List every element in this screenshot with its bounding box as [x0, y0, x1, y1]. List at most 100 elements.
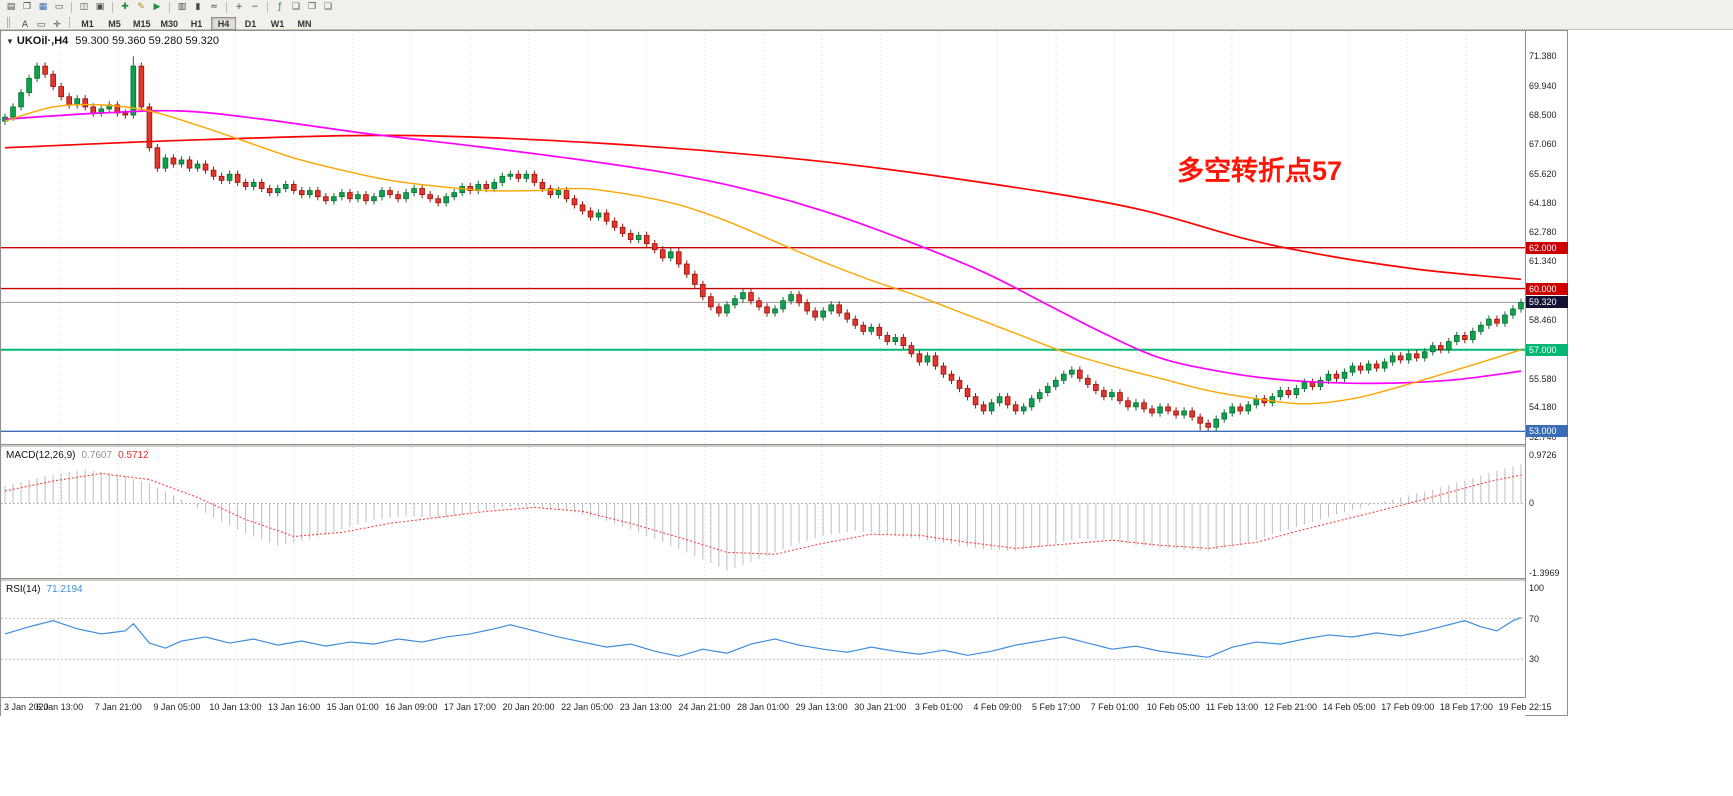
price-scale-label: 62.780	[1529, 226, 1557, 237]
time-axis-label: 15 Jan 01:00	[326, 702, 379, 712]
time-axis-label: 29 Jan 13:00	[795, 702, 848, 712]
time-axis[interactable]: 3 Jan 2020 6 Jan 13:00 7 Jan 21:00 9 Jan 05…	[1, 697, 1552, 716]
metaeditor-icon[interactable]: ✎	[133, 1, 149, 14]
macd-panel[interactable]: MACD(12,26,9) 0.7607 0.5712	[1, 447, 1525, 578]
toolbar-separator	[71, 2, 72, 13]
macd-value-signal: 0.5712	[118, 450, 149, 461]
candlestick-chart-icon[interactable]: ▮	[190, 1, 206, 14]
toolbar-separator	[226, 2, 227, 13]
rsi-value: 71.2194	[46, 584, 83, 595]
time-axis-label: 3 Feb 01:00	[914, 702, 963, 712]
time-axis-label: 20 Jan 20:00	[502, 702, 555, 712]
time-axis-label: 18 Feb 17:00	[1439, 702, 1493, 712]
toolbar-separator	[267, 2, 268, 13]
macd-scale-label: 0	[1529, 498, 1535, 509]
rsi-line	[4, 616, 1522, 658]
time-axis-label: 17 Feb 09:00	[1381, 702, 1435, 712]
bars-chart-icon[interactable]: ▥	[174, 1, 190, 14]
rsi-panel[interactable]: RSI(14) 71.2194	[1, 581, 1525, 697]
time-axis-label: 22 Jan 05:00	[561, 702, 614, 712]
time-axis-label: 5 Feb 17:00	[1032, 702, 1081, 712]
collapse-icon[interactable]: ▼	[6, 37, 14, 46]
price-scale-label: 61.340	[1529, 256, 1557, 267]
chart-window: ▼ UKOil·,H4 59.300 59.360 59.280 59.320 多空…	[0, 30, 1568, 716]
indicators-icon[interactable]: ƒ	[272, 1, 288, 14]
zoom-in-icon[interactable]: +	[231, 1, 247, 14]
new-chart-icon[interactable]: ▤	[3, 1, 19, 14]
timeframe-m1[interactable]: M1	[75, 17, 100, 30]
cascade-windows-icon[interactable]: ❑	[320, 1, 336, 14]
macd-signal-line	[4, 472, 1522, 555]
toolbar-drag-handle[interactable]	[7, 17, 13, 28]
macd-value-main: 0.7607	[81, 450, 113, 461]
time-axis-label: 13 Jan 16:00	[268, 702, 321, 712]
drawing-tools-group: A ▭ ✛	[17, 14, 65, 32]
toolbar-row-standard: ▤ ❐ ▦ ▭ ◫ ▣ ✚ ✎ ▶ ▥ ▮ ≈ + − ƒ ❏ ❒ ❑	[0, 0, 1733, 15]
price-scale-label: 58.460	[1529, 314, 1557, 325]
rsi-scale-label: 30	[1529, 654, 1540, 665]
price-badge-60: 60.000	[1526, 282, 1568, 295]
price-scale[interactable]: 71.380 69.940 68.500 67.060 65.620 64.180 62.7…	[1525, 31, 1568, 698]
navigator-icon[interactable]: ◫	[76, 1, 92, 14]
time-axis-label: 7 Feb 01:00	[1090, 702, 1139, 712]
price-badge-57: 57.000	[1526, 343, 1568, 356]
autotrading-icon[interactable]: ▶	[149, 1, 165, 14]
crosshair-tool[interactable]: ✛	[49, 19, 65, 32]
rsi-name: RSI(14)	[6, 584, 41, 595]
ma-medium	[4, 109, 1522, 385]
panel-separator-macd[interactable]	[1, 444, 1567, 447]
timeframe-m15[interactable]: M15	[129, 17, 155, 30]
time-axis-label: 24 Jan 21:00	[678, 702, 731, 712]
time-axis-label: 17 Jan 17:00	[443, 702, 496, 712]
timeframe-w1[interactable]: W1	[265, 17, 290, 30]
tile-windows-icon[interactable]: ❒	[304, 1, 320, 14]
macd-scale-label: 0.9726	[1529, 449, 1557, 460]
price-badge-62: 62.000	[1526, 241, 1568, 254]
time-axis-label: 10 Jan 13:00	[209, 702, 262, 712]
timeframe-h1[interactable]: H1	[184, 17, 209, 30]
timeframe-m30[interactable]: M30	[157, 17, 183, 30]
time-axis-label: 6 Jan 13:00	[36, 702, 84, 712]
candlestick-chart-svg	[1, 31, 1525, 444]
time-axis-label: 12 Feb 21:00	[1264, 702, 1318, 712]
price-badge-53: 53.000	[1526, 425, 1568, 438]
market-watch-icon[interactable]: ▦	[35, 1, 51, 14]
time-axis-label: 9 Jan 05:00	[153, 702, 201, 712]
chart-annotation-text[interactable]: 多空转折点57	[1177, 156, 1343, 186]
timeframe-d1[interactable]: D1	[238, 17, 263, 30]
main-chart-panel[interactable]: ▼ UKOil·,H4 59.300 59.360 59.280 59.320 多空…	[1, 31, 1525, 444]
price-scale-label: 65.620	[1529, 168, 1557, 179]
time-axis-label: 28 Jan 01:00	[736, 702, 790, 712]
timeframe-h4[interactable]: H4	[211, 17, 237, 30]
rsi-scale-label: 100	[1529, 583, 1545, 594]
time-axis-label: 16 Jan 09:00	[385, 702, 438, 712]
symbol-period-label: UKOil·,H4	[16, 35, 69, 47]
chart-profiles-icon[interactable]: ❐	[19, 1, 35, 14]
price-scale-label: 64.180	[1529, 198, 1557, 209]
main-toolbar: ▤ ❐ ▦ ▭ ◫ ▣ ✚ ✎ ▶ ▥ ▮ ≈ + − ƒ ❏ ❒ ❑ A ▭ ✛ M1 M5 M15 M30 H1 H4 D1 W…	[0, 0, 1733, 30]
price-scale-label: 67.060	[1529, 139, 1557, 150]
time-axis-label: 3 Jan 2020	[4, 702, 49, 712]
ohlc-values: 59.300 59.360 59.280 59.320	[75, 35, 220, 47]
panel-separator-rsi[interactable]	[1, 578, 1567, 581]
toolbar-separator	[69, 17, 70, 28]
price-scale-label: 71.380	[1529, 51, 1557, 62]
macd-chart-svg	[1, 447, 1525, 578]
text-tool[interactable]: A	[17, 19, 33, 32]
current-price-badge: 59.320	[1526, 296, 1568, 309]
macd-name: MACD(12,26,9)	[6, 450, 76, 461]
timeframe-m5[interactable]: M5	[102, 17, 127, 30]
timeframe-mn[interactable]: MN	[292, 17, 317, 30]
templates-icon[interactable]: ❏	[288, 1, 304, 14]
line-chart-icon[interactable]: ≈	[206, 1, 222, 14]
data-window-icon[interactable]: ▭	[51, 1, 67, 14]
price-scale-label: 55.580	[1529, 373, 1557, 384]
zoom-out-icon[interactable]: −	[247, 1, 263, 14]
time-axis-label: 7 Jan 21:00	[94, 702, 142, 712]
new-order-icon[interactable]: ✚	[117, 1, 133, 14]
toolbar-separator	[169, 2, 170, 13]
rsi-chart-svg	[1, 581, 1525, 697]
ma-fast	[4, 103, 1522, 405]
shapes-tool[interactable]: ▭	[33, 19, 49, 32]
terminal-icon[interactable]: ▣	[92, 1, 108, 14]
